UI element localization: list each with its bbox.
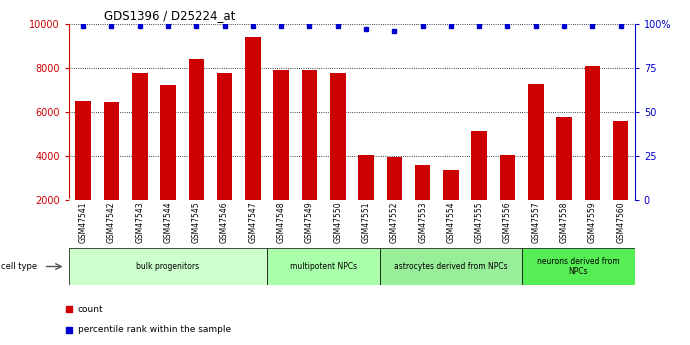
Bar <box>443 170 459 200</box>
Bar <box>302 70 317 200</box>
Bar <box>267 248 380 285</box>
Bar <box>471 131 487 200</box>
Bar <box>188 59 204 200</box>
Bar <box>245 37 261 200</box>
Text: cell type: cell type <box>1 262 37 271</box>
Bar <box>584 66 600 200</box>
Bar <box>69 248 267 285</box>
Bar <box>273 70 289 200</box>
Text: GDS1396 / D25224_at: GDS1396 / D25224_at <box>104 9 235 22</box>
Bar <box>104 102 119 200</box>
Bar <box>415 165 431 200</box>
Text: bulk progenitors: bulk progenitors <box>137 262 199 271</box>
Bar <box>132 72 148 200</box>
Bar <box>75 101 91 200</box>
Bar <box>330 72 346 200</box>
Bar <box>160 85 176 200</box>
Bar <box>522 248 635 285</box>
Bar <box>613 121 629 200</box>
Text: percentile rank within the sample: percentile rank within the sample <box>77 325 230 334</box>
Bar <box>556 117 572 200</box>
Bar <box>380 248 522 285</box>
Bar <box>358 155 374 200</box>
Bar <box>500 155 515 200</box>
Text: multipotent NPCs: multipotent NPCs <box>290 262 357 271</box>
Bar <box>528 83 544 200</box>
Bar <box>217 72 233 200</box>
Bar <box>386 157 402 200</box>
Text: astrocytes derived from NPCs: astrocytes derived from NPCs <box>394 262 508 271</box>
Text: neurons derived from
NPCs: neurons derived from NPCs <box>537 257 620 276</box>
Text: count: count <box>77 305 104 314</box>
